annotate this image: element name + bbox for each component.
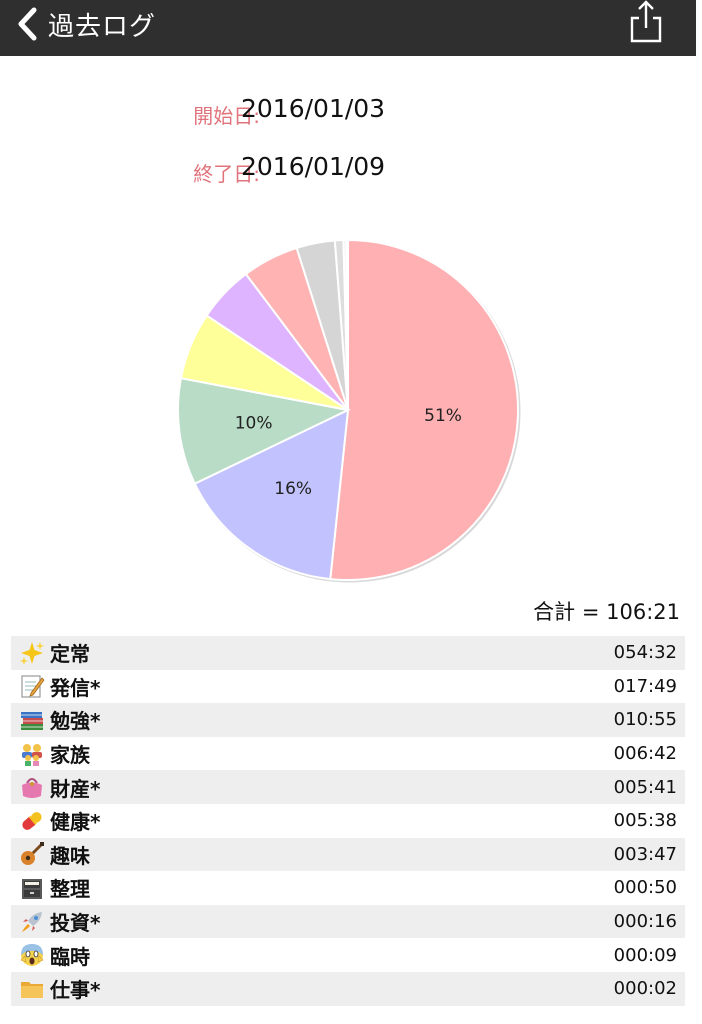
total-time: 合計 = 106:21 [533,600,680,624]
list-item[interactable]: 仕事* 000:02 [11,971,685,1006]
list-item-label: 定常 [50,642,90,667]
list-item-label: 勉強* [50,709,101,734]
list-item-time: 005:41 [613,776,677,798]
list-item-label: 臨時 [50,944,90,969]
list-item-time: 000:09 [613,944,677,966]
start-date-row: 開始日: 2016/01/03 [0,94,702,130]
list-item[interactable]: 財産* 005:41 [11,770,685,804]
list-item-time: 000:50 [613,877,677,899]
family-icon [22,743,42,766]
back-button[interactable]: 過去ログ [14,2,156,46]
list-item-time: 006:42 [613,743,677,765]
list-item-label: 仕事* [50,978,101,1003]
purse-icon [22,778,42,799]
list-item-time: 000:16 [613,911,677,933]
list-item-label: 整理 [50,877,90,902]
sparkles-icon [20,641,44,665]
category-list: 定常 054:32 発信* 017:49 勉強* 010:55 家族 006:42 財産* 005… [11,636,685,1006]
list-item-label: 家族 [50,743,90,768]
end-date-row: 終了日: 2016/01/09 [0,152,702,188]
list-item-time: 005:38 [613,810,677,832]
rocket-icon [22,911,42,932]
list-item[interactable]: 家族 006:42 [11,736,685,771]
navigation-bar: 過去ログ [0,0,696,56]
list-item[interactable]: 趣味 003:47 [11,837,685,872]
file-cabinet-icon [22,878,42,899]
start-date-label: 開始日: [193,104,260,128]
memo-icon [21,675,45,698]
list-item[interactable]: 投資* 000:16 [11,904,685,939]
share-icon[interactable] [626,0,666,46]
list-item-time: 000:02 [613,978,677,1000]
start-date-value: 2016/01/03 [241,94,386,123]
list-item[interactable]: 健康* 005:38 [11,803,685,838]
guitar-icon [21,842,45,866]
pie-slice-label-1: 16% [274,479,312,499]
screaming-face-icon [20,944,44,967]
pie-slice-0 [329,238,519,581]
pill-icon [22,811,42,830]
pie-slice-label-2: 10% [235,413,273,433]
list-item-label: 発信* [50,675,101,700]
end-date-label: 終了日: [193,162,260,186]
pie-slice-2 [177,376,352,485]
chevron-left-icon [18,7,37,41]
list-item-label: 趣味 [50,843,90,868]
pie-slice-1 [193,408,350,581]
list-item[interactable]: 整理 000:50 [11,871,685,905]
back-button-label: 過去ログ [48,11,157,42]
list-item-label: 財産* [50,776,101,801]
list-item-time: 010:55 [613,709,677,731]
list-item-time: 003:47 [613,843,677,865]
list-item[interactable]: 臨時 000:09 [11,938,685,972]
list-item-time: 054:32 [613,642,677,664]
list-item[interactable]: 発信* 017:49 [11,669,685,704]
list-item-label: 健康* [50,810,101,835]
pie-slice-label-0: 51% [424,406,462,426]
end-date-value: 2016/01/09 [241,152,386,181]
books-icon [21,711,43,730]
folder-icon [21,981,43,998]
list-item-time: 017:49 [613,675,677,697]
list-item[interactable]: 定常 054:32 [11,636,685,670]
list-item[interactable]: 勉強* 010:55 [11,703,685,737]
pie-chart: 51% 16% 10% [177,238,521,583]
list-item-label: 投資* [50,911,101,936]
